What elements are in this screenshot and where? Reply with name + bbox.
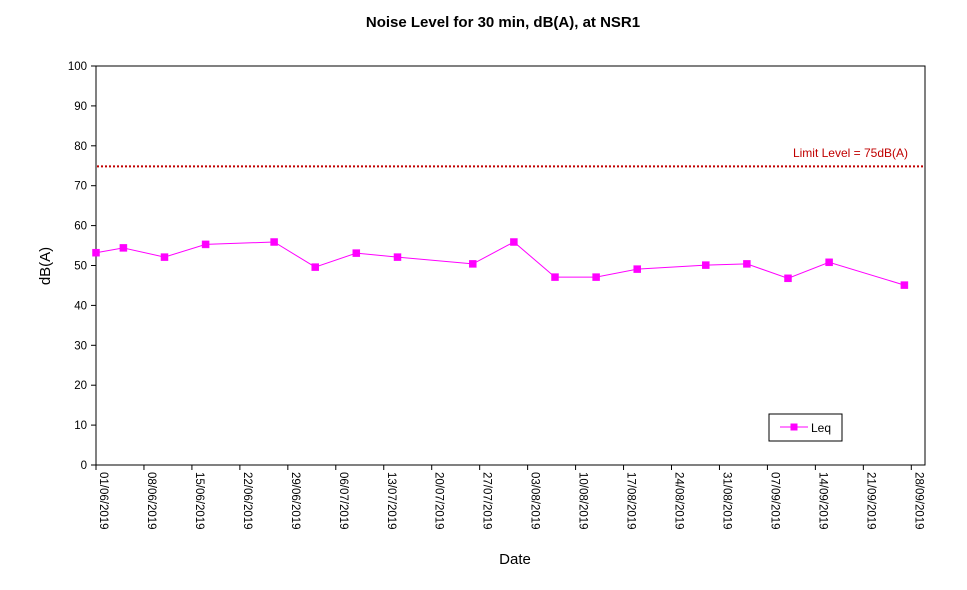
x-tick-label: 27/07/2019	[481, 472, 493, 530]
data-point	[201, 240, 210, 249]
x-tick-label: 17/08/2019	[625, 472, 637, 530]
y-tick-label: 30	[74, 340, 87, 352]
data-point	[311, 263, 319, 271]
legend-entry-leq: Leq	[811, 421, 831, 435]
x-tick-label: 22/06/2019	[241, 472, 253, 530]
data-point	[119, 244, 128, 252]
y-tick-label: 20	[74, 380, 87, 392]
data-point	[900, 281, 909, 289]
x-tick-label: 10/08/2019	[577, 472, 589, 530]
data-point	[551, 273, 559, 281]
x-tick-label: 24/08/2019	[673, 472, 685, 530]
legend-swatch-marker	[790, 423, 798, 431]
data-point	[633, 265, 641, 273]
series-line	[95, 241, 905, 286]
limit-level: Limit Level = 75dB(A)	[97, 146, 924, 168]
y-tick-label: 100	[68, 61, 87, 73]
data-point	[510, 238, 518, 246]
x-tick-label: 14/09/2019	[816, 472, 828, 530]
data-point	[92, 248, 100, 257]
y-axis-label: dB(A)	[37, 247, 54, 285]
x-tick-label: 28/09/2019	[912, 472, 924, 530]
x-tick-label: 31/08/2019	[720, 472, 732, 530]
plot-area	[95, 65, 926, 466]
data-point	[592, 273, 600, 281]
x-tick-label: 29/06/2019	[289, 472, 301, 530]
y-tick-label: 10	[74, 420, 87, 432]
y-axis: 0 10 20 30 40 50 60 70 80 90 100	[68, 61, 96, 472]
data-point	[160, 253, 169, 261]
chart-title: Noise Level for 30 min, dB(A), at NSR1	[366, 14, 640, 31]
y-tick-label: 90	[74, 101, 87, 113]
x-tick-label: 13/07/2019	[385, 472, 397, 530]
y-tick-label: 60	[74, 221, 87, 233]
x-tick-label: 21/09/2019	[864, 472, 876, 530]
x-tick-label: 20/07/2019	[433, 472, 445, 530]
data-point	[825, 258, 833, 267]
x-tick-label: 03/08/2019	[529, 472, 541, 530]
series-leq	[92, 238, 909, 289]
y-tick-label: 80	[74, 141, 87, 153]
x-tick-label: 07/09/2019	[768, 472, 780, 530]
x-axis: 01/06/2019 08/06/2019 15/06/2019 22/06/2019…	[95, 465, 924, 530]
y-tick-label: 40	[74, 300, 87, 312]
data-point	[743, 260, 751, 268]
data-point	[469, 260, 477, 268]
x-axis-label: Date	[499, 551, 531, 568]
data-point	[393, 253, 402, 261]
legend: Leq	[768, 413, 843, 442]
x-tick-label: 08/06/2019	[145, 472, 157, 530]
limit-label: Limit Level = 75dB(A)	[793, 146, 908, 160]
y-tick-label: 0	[81, 460, 87, 472]
x-tick-label: 06/07/2019	[337, 472, 349, 530]
y-tick-label: 70	[74, 181, 87, 193]
data-point	[702, 261, 710, 269]
plot-frame	[95, 65, 926, 466]
x-tick-label: 15/06/2019	[193, 472, 205, 530]
x-tick-label: 01/06/2019	[97, 472, 109, 530]
data-point	[270, 238, 278, 246]
data-point	[784, 274, 792, 283]
y-tick-label: 50	[74, 261, 87, 273]
data-point	[352, 249, 361, 257]
